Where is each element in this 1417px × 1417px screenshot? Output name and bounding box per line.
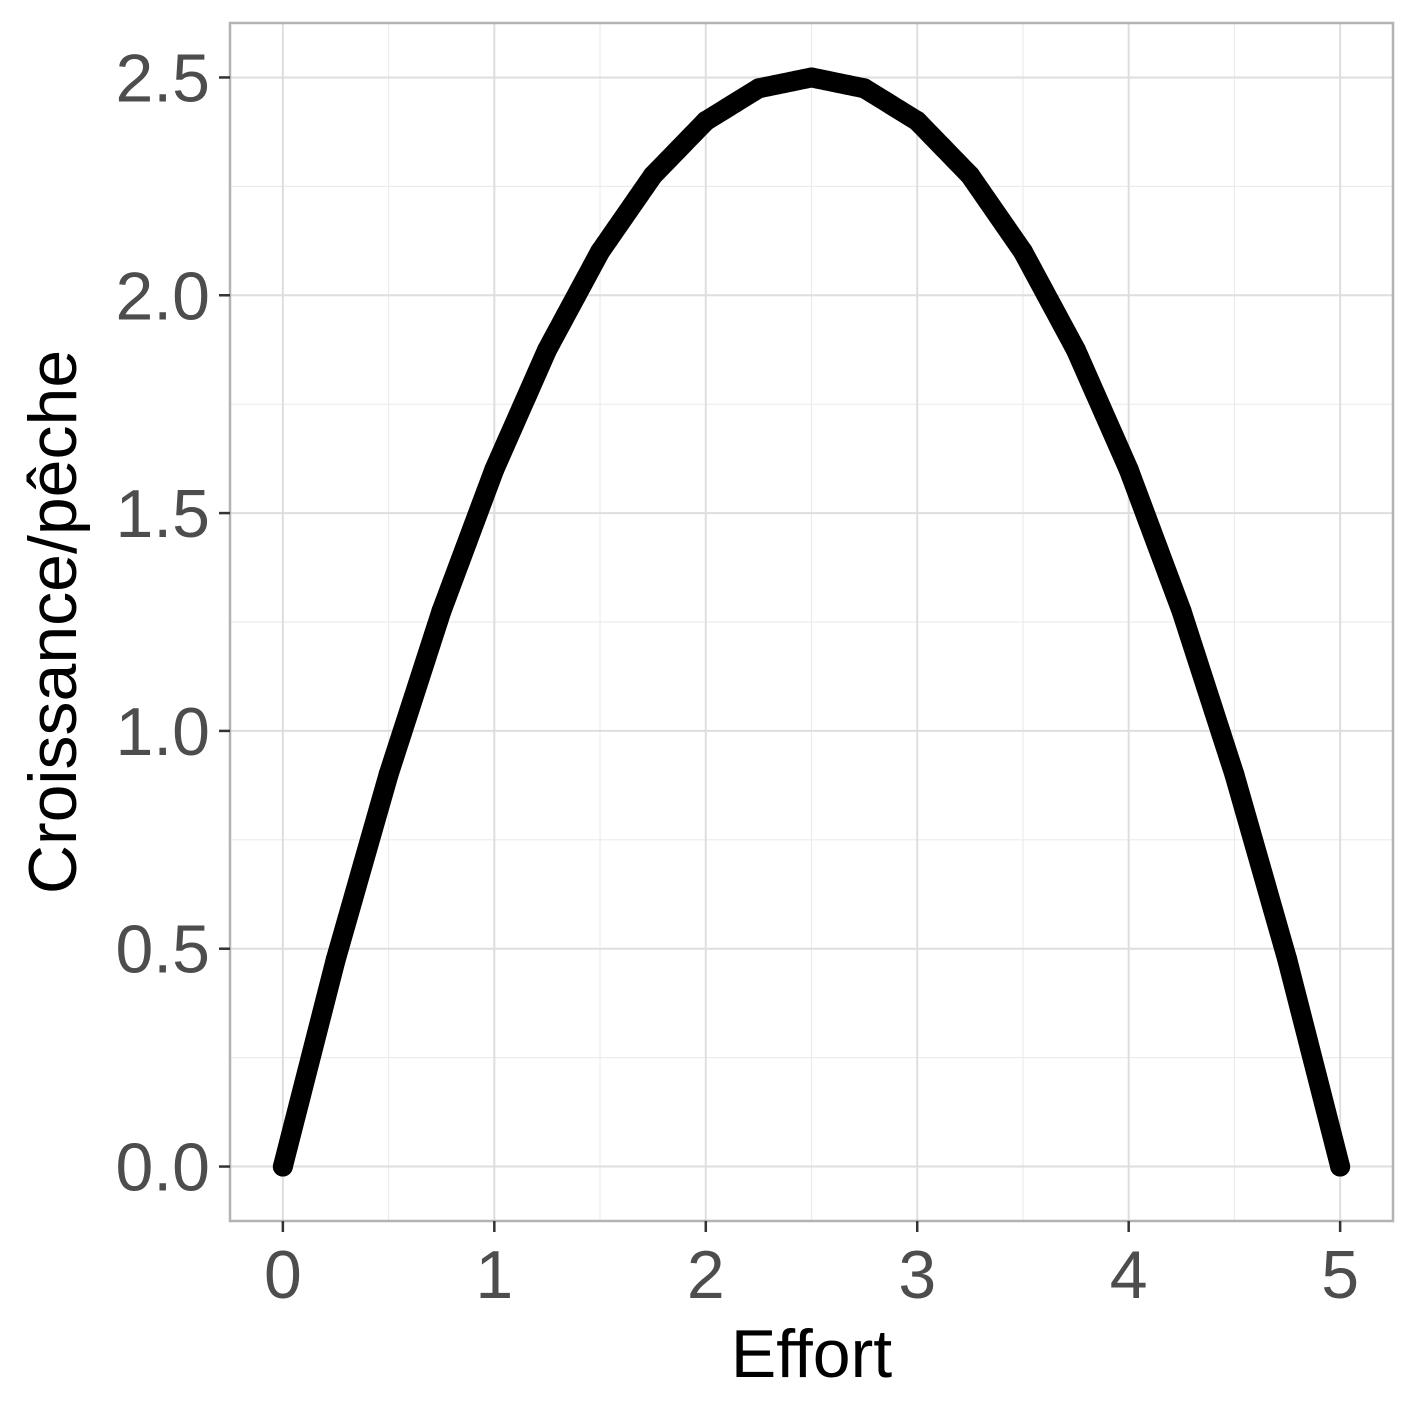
y-tick-label: 0.5 — [115, 912, 210, 988]
panel-border — [228, 21, 1395, 1223]
y-tick-label: 0.0 — [115, 1130, 210, 1206]
data-point — [1012, 241, 1033, 262]
series-layer — [272, 67, 1351, 1177]
data-point — [642, 165, 663, 186]
minor-grid — [230, 23, 1393, 1221]
y-tick-label: 2.0 — [115, 258, 210, 334]
data-point — [590, 241, 611, 262]
x-tick-label: 5 — [1321, 1237, 1359, 1313]
data-point — [272, 1156, 293, 1177]
data-point — [801, 67, 822, 88]
y-tick-label: 1.5 — [115, 476, 210, 552]
data-point — [1277, 949, 1298, 970]
data-point — [854, 78, 875, 99]
x-tick-label: 1 — [475, 1237, 513, 1313]
data-point — [1330, 1156, 1351, 1177]
data-point — [378, 764, 399, 785]
data-point — [1171, 601, 1192, 622]
y-tick-label: 1.0 — [115, 694, 210, 770]
data-point — [960, 165, 981, 186]
x-tick-label: 4 — [1110, 1237, 1148, 1313]
data-point — [695, 111, 716, 132]
data-point — [537, 339, 558, 360]
x-tick-label: 0 — [264, 1237, 302, 1313]
x-axis-title: Effort — [731, 1316, 892, 1392]
data-point — [907, 111, 928, 132]
x-tick-label: 2 — [687, 1237, 725, 1313]
data-point — [484, 459, 505, 480]
y-axis-title: Croissance/pêche — [15, 350, 91, 894]
y-axis-ticks: 0.0 0.5 1.0 1.5 2.0 2.5 — [115, 40, 230, 1206]
data-point — [748, 78, 769, 99]
data-point — [1224, 764, 1245, 785]
data-point — [1065, 339, 1086, 360]
data-point — [325, 949, 346, 970]
data-point — [1118, 459, 1139, 480]
x-tick-label: 3 — [898, 1237, 936, 1313]
data-point — [431, 601, 452, 622]
y-tick-label: 2.5 — [115, 40, 210, 116]
x-axis-ticks: 0 1 2 3 4 5 — [264, 1221, 1359, 1313]
